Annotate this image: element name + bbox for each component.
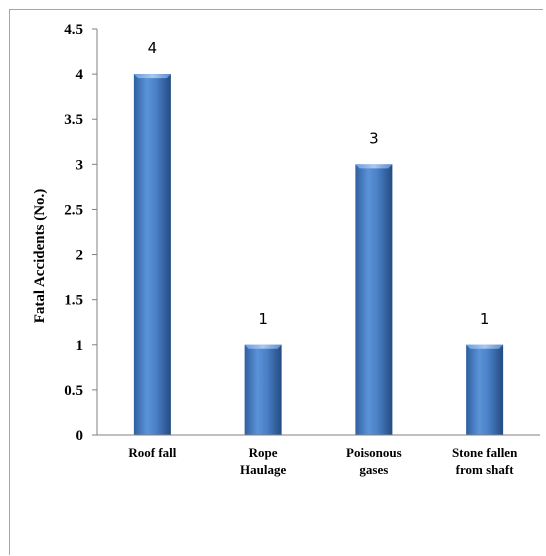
bars — [133, 74, 504, 436]
x-axis-labels: Roof fall Rope Haulage Poisonous gases Stone … — [128, 445, 518, 477]
bar — [466, 344, 504, 435]
y-tick-label: 2.5 — [64, 202, 83, 218]
y-tick-label: 4.5 — [64, 22, 83, 38]
x-category-label: Rope Haulage — [240, 445, 286, 477]
data-label: 4 — [148, 39, 158, 57]
bar-top-highlight — [133, 74, 171, 79]
y-tick-label: 2 — [76, 248, 84, 264]
bar — [133, 74, 171, 435]
data-label: 1 — [480, 310, 490, 328]
y-tick-label: 0 — [76, 428, 84, 444]
x-category-label-line: Stone fallen — [452, 445, 518, 460]
bar-top-highlight — [466, 344, 504, 349]
x-category-label-line: from shaft — [456, 462, 515, 477]
x-category-label: Stone fallen from shaft — [452, 445, 518, 477]
x-category-label: Poisonous gases — [346, 445, 402, 477]
bar — [244, 344, 282, 435]
data-label: 3 — [369, 129, 379, 147]
y-tick-label: 3.5 — [64, 112, 83, 128]
x-category-label-line: gases — [359, 462, 388, 477]
y-tick-label: 1.5 — [64, 293, 83, 309]
y-axis-ticks: 0 0.5 1 1.5 2 2.5 3 3.5 4 4.5 — [64, 22, 97, 444]
data-label: 1 — [258, 310, 268, 328]
x-category-label-line: Poisonous — [346, 445, 402, 460]
y-axis-title: Fatal Accidents (No.) — [32, 189, 48, 324]
x-category-label: Roof fall — [128, 445, 176, 460]
x-category-label-line: Haulage — [240, 462, 286, 477]
x-category-label-line: Rope — [249, 445, 278, 460]
x-category-label-line: Roof fall — [128, 445, 176, 460]
bar-top-highlight — [355, 164, 393, 169]
y-tick-label: 1 — [76, 338, 84, 354]
chart-frame — [9, 9, 543, 555]
data-labels: 4 1 3 1 — [148, 39, 490, 328]
y-tick-label: 0.5 — [64, 383, 83, 399]
bar-top-highlight — [244, 344, 282, 349]
y-tick-label: 4 — [76, 67, 84, 83]
bar — [355, 164, 393, 436]
y-tick-label: 3 — [76, 157, 84, 173]
